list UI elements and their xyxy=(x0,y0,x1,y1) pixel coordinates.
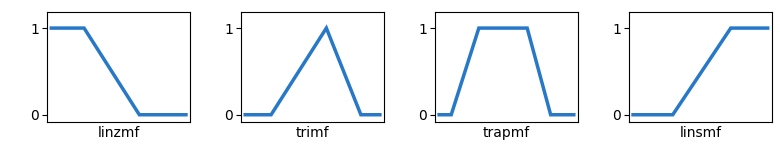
X-axis label: linsmf: linsmf xyxy=(679,126,722,140)
X-axis label: trapmf: trapmf xyxy=(483,126,530,140)
X-axis label: trimf: trimf xyxy=(296,126,329,140)
X-axis label: linzmf: linzmf xyxy=(98,126,140,140)
